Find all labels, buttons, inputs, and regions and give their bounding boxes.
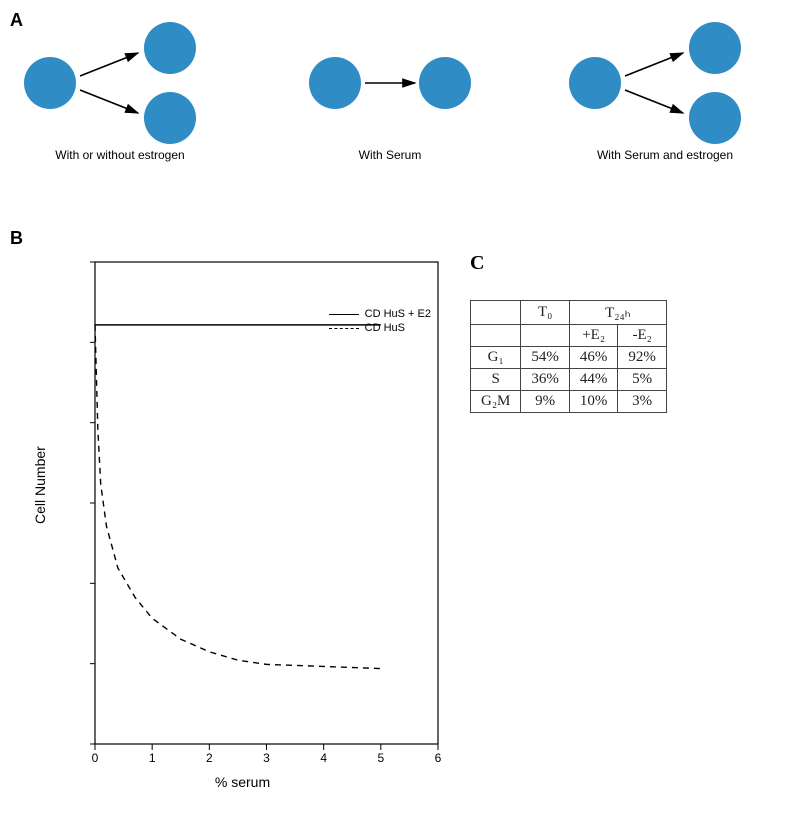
panel-b-label: B: [10, 228, 23, 249]
legend-item-solid: CD HuS + E2: [329, 308, 431, 320]
svg-text:0: 0: [92, 751, 99, 765]
svg-text:6: 6: [435, 751, 442, 765]
panel-b: Cell Number 0123456 % serum CD HuS + E2 …: [40, 254, 445, 794]
col-t24: T₂₄ₕ: [569, 301, 666, 325]
table-row: T₀ T₂₄ₕ: [471, 301, 667, 325]
table-row: +E₂ -E₂: [471, 325, 667, 347]
panel-a: With or without estrogen With Serum With…: [10, 10, 790, 210]
table-row: G₂M 9% 10% 3%: [471, 391, 667, 413]
legend-label-solid: CD HuS + E2: [365, 308, 431, 320]
table-row: S 36% 44% 5%: [471, 369, 667, 391]
col-plus-e2: +E₂: [569, 325, 618, 347]
diagram-estrogen: [10, 18, 230, 148]
svg-text:3: 3: [263, 751, 270, 765]
diagram-serum-caption: With Serum: [280, 148, 500, 162]
svg-text:5: 5: [377, 751, 384, 765]
svg-text:1: 1: [149, 751, 156, 765]
legend-label-dashed: CD HuS: [365, 322, 405, 334]
col-t0: T₀: [521, 301, 570, 325]
col-minus-e2: -E₂: [618, 325, 667, 347]
diagram-serum-estrogen-caption: With Serum and estrogen: [555, 148, 775, 162]
panel-c: T₀ T₂₄ₕ +E₂ -E₂ G₁ 54% 46% 92% S 36% 44%…: [470, 300, 790, 413]
diagram-estrogen-caption: With or without estrogen: [10, 148, 230, 162]
diagram-serum: [280, 18, 500, 148]
chart-legend: CD HuS + E2 CD HuS: [329, 306, 431, 336]
chart-xlabel: % serum: [40, 774, 445, 790]
diagram-serum-estrogen: [555, 18, 775, 148]
svg-text:4: 4: [320, 751, 327, 765]
table-row: G₁ 54% 46% 92%: [471, 347, 667, 369]
chart-ylabel: Cell Number: [32, 446, 48, 524]
svg-text:2: 2: [206, 751, 213, 765]
panel-c-label: C: [470, 252, 484, 275]
legend-item-dashed: CD HuS: [329, 322, 431, 334]
cell-cycle-table: T₀ T₂₄ₕ +E₂ -E₂ G₁ 54% 46% 92% S 36% 44%…: [470, 300, 667, 413]
